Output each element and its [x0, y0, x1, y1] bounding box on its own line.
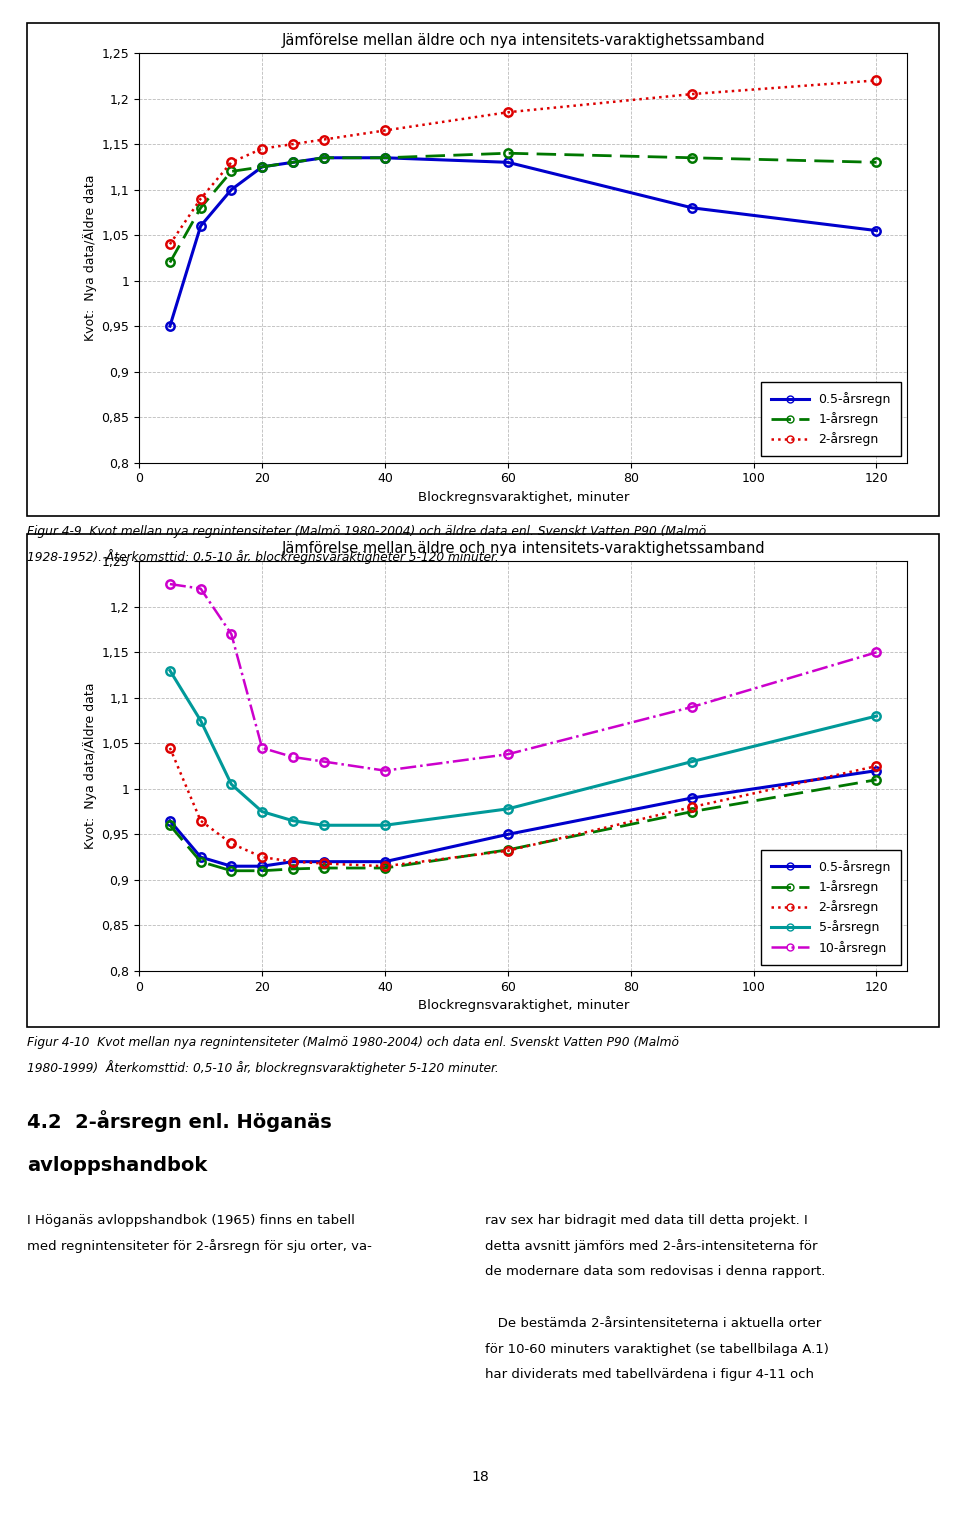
Y-axis label: Kvot:  Nya data/Äldre data: Kvot: Nya data/Äldre data — [84, 683, 97, 850]
Text: avloppshandbok: avloppshandbok — [27, 1156, 207, 1176]
Text: med regnintensiteter för 2-årsregn för sju orter, va-: med regnintensiteter för 2-årsregn för s… — [27, 1239, 372, 1253]
Text: De bestämda 2-årsintensiteterna i aktuella orter: De bestämda 2-årsintensiteterna i aktuel… — [485, 1317, 821, 1330]
Legend: 0.5-årsregn, 1-årsregn, 2-årsregn: 0.5-årsregn, 1-årsregn, 2-årsregn — [761, 382, 900, 457]
Title: Jämförelse mellan äldre och nya intensitets-varaktighetssamband: Jämförelse mellan äldre och nya intensit… — [281, 542, 765, 555]
Text: för 10-60 minuters varaktighet (se tabellbilaga A.1): för 10-60 minuters varaktighet (se tabel… — [485, 1343, 828, 1356]
Text: de modernare data som redovisas i denna rapport.: de modernare data som redovisas i denna … — [485, 1265, 826, 1279]
Text: 18: 18 — [471, 1470, 489, 1484]
Text: Figur 4-9  Kvot mellan nya regnintensiteter (Malmö 1980-2004) och äldre data enl: Figur 4-9 Kvot mellan nya regnintensitet… — [27, 525, 707, 539]
Text: rav sex har bidragit med data till detta projekt. I: rav sex har bidragit med data till detta… — [485, 1214, 807, 1227]
Text: 4.2  2-årsregn enl. Höganäs: 4.2 2-årsregn enl. Höganäs — [27, 1110, 331, 1132]
Text: har dividerats med tabellvärdena i figur 4-11 och: har dividerats med tabellvärdena i figur… — [485, 1368, 814, 1382]
Text: Figur 4-10  Kvot mellan nya regnintensiteter (Malmö 1980-2004) och data enl. Sve: Figur 4-10 Kvot mellan nya regnintensite… — [27, 1036, 679, 1050]
Text: detta avsnitt jämförs med 2-års-intensiteterna för: detta avsnitt jämförs med 2-års-intensit… — [485, 1239, 817, 1253]
Text: I Höganäs avloppshandbok (1965) finns en tabell: I Höganäs avloppshandbok (1965) finns en… — [27, 1214, 355, 1227]
X-axis label: Blockregnsvaraktighet, minuter: Blockregnsvaraktighet, minuter — [418, 1000, 629, 1012]
Y-axis label: Kvot:  Nya data/Äldre data: Kvot: Nya data/Äldre data — [84, 174, 97, 341]
Text: 1928-1952). Återkomsttid: 0,5-10 år, blockregnsvaraktigheter 5-120 minuter.: 1928-1952). Återkomsttid: 0,5-10 år, blo… — [27, 549, 498, 564]
X-axis label: Blockregnsvaraktighet, minuter: Blockregnsvaraktighet, minuter — [418, 492, 629, 504]
Legend: 0.5-årsregn, 1-årsregn, 2-årsregn, 5-årsregn, 10-årsregn: 0.5-årsregn, 1-årsregn, 2-årsregn, 5-års… — [761, 850, 900, 965]
Title: Jämförelse mellan äldre och nya intensitets-varaktighetssamband: Jämförelse mellan äldre och nya intensit… — [281, 33, 765, 47]
Text: 1980-1999)  Återkomsttid: 0,5-10 år, blockregnsvaraktigheter 5-120 minuter.: 1980-1999) Återkomsttid: 0,5-10 år, bloc… — [27, 1060, 498, 1076]
